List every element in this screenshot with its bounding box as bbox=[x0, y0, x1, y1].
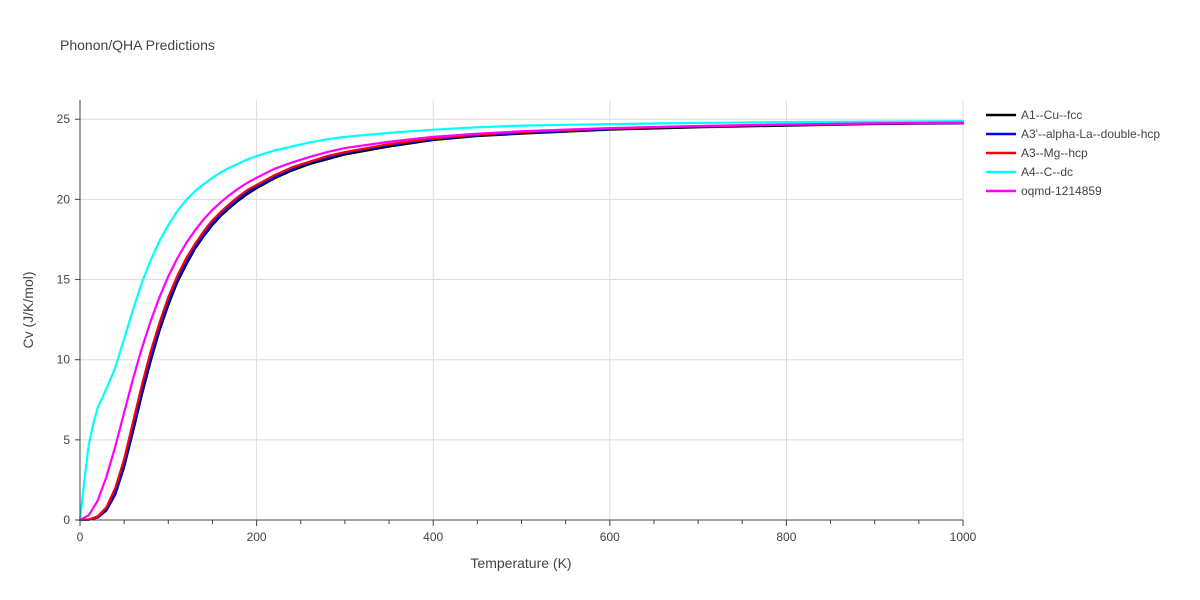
y-tick-label: 20 bbox=[57, 192, 71, 206]
x-gridlines bbox=[256, 100, 964, 520]
x-axis-ticks: 0 200 400 600 800 1000 bbox=[77, 519, 977, 544]
legend-label: A1--Cu--fcc bbox=[1021, 108, 1082, 122]
legend-label: oqmd-1214859 bbox=[1021, 184, 1102, 198]
series-line-3 bbox=[78, 120, 965, 522]
x-tick-label: 600 bbox=[600, 530, 620, 544]
series-line-4 bbox=[78, 121, 965, 522]
x-tick-label: 0 bbox=[77, 530, 84, 544]
y-axis-title: Cv (J/K/mol) bbox=[20, 272, 36, 349]
x-tick-label: 200 bbox=[247, 530, 267, 544]
legend-item[interactable]: A3--Mg--hcp bbox=[986, 146, 1088, 160]
legend-item[interactable]: oqmd-1214859 bbox=[986, 184, 1102, 198]
legend-item[interactable]: A3'--alpha-La--double-hcp bbox=[986, 127, 1160, 141]
legend-item[interactable]: A4--C--dc bbox=[986, 165, 1073, 179]
y-gridlines bbox=[80, 118, 963, 441]
y-tick-label: 15 bbox=[57, 273, 71, 287]
legend: A1--Cu--fcc A3'--alpha-La--double-hcp A3--… bbox=[986, 108, 1160, 198]
x-tick-label: 400 bbox=[423, 530, 443, 544]
y-tick-label: 25 bbox=[57, 112, 71, 126]
x-tick-label: 1000 bbox=[950, 530, 977, 544]
y-tick-label: 10 bbox=[57, 353, 71, 367]
y-tick-label: 5 bbox=[63, 433, 70, 447]
legend-label: A3--Mg--hcp bbox=[1021, 146, 1088, 160]
y-tick-label: 0 bbox=[63, 513, 70, 527]
x-tick-label: 800 bbox=[776, 530, 796, 544]
legend-label: A4--C--dc bbox=[1021, 165, 1073, 179]
series-line-1 bbox=[78, 121, 965, 522]
legend-label: A3'--alpha-La--double-hcp bbox=[1021, 127, 1160, 141]
series-line-2 bbox=[78, 121, 965, 522]
series-lines bbox=[78, 120, 965, 522]
legend-item[interactable]: A1--Cu--fcc bbox=[986, 108, 1082, 122]
x-axis-title: Temperature (K) bbox=[470, 555, 571, 571]
y-axis-ticks: 0 5 10 15 20 25 bbox=[57, 100, 81, 527]
chart-title: Phonon/QHA Predictions bbox=[60, 37, 215, 53]
series-line-0 bbox=[78, 122, 965, 522]
